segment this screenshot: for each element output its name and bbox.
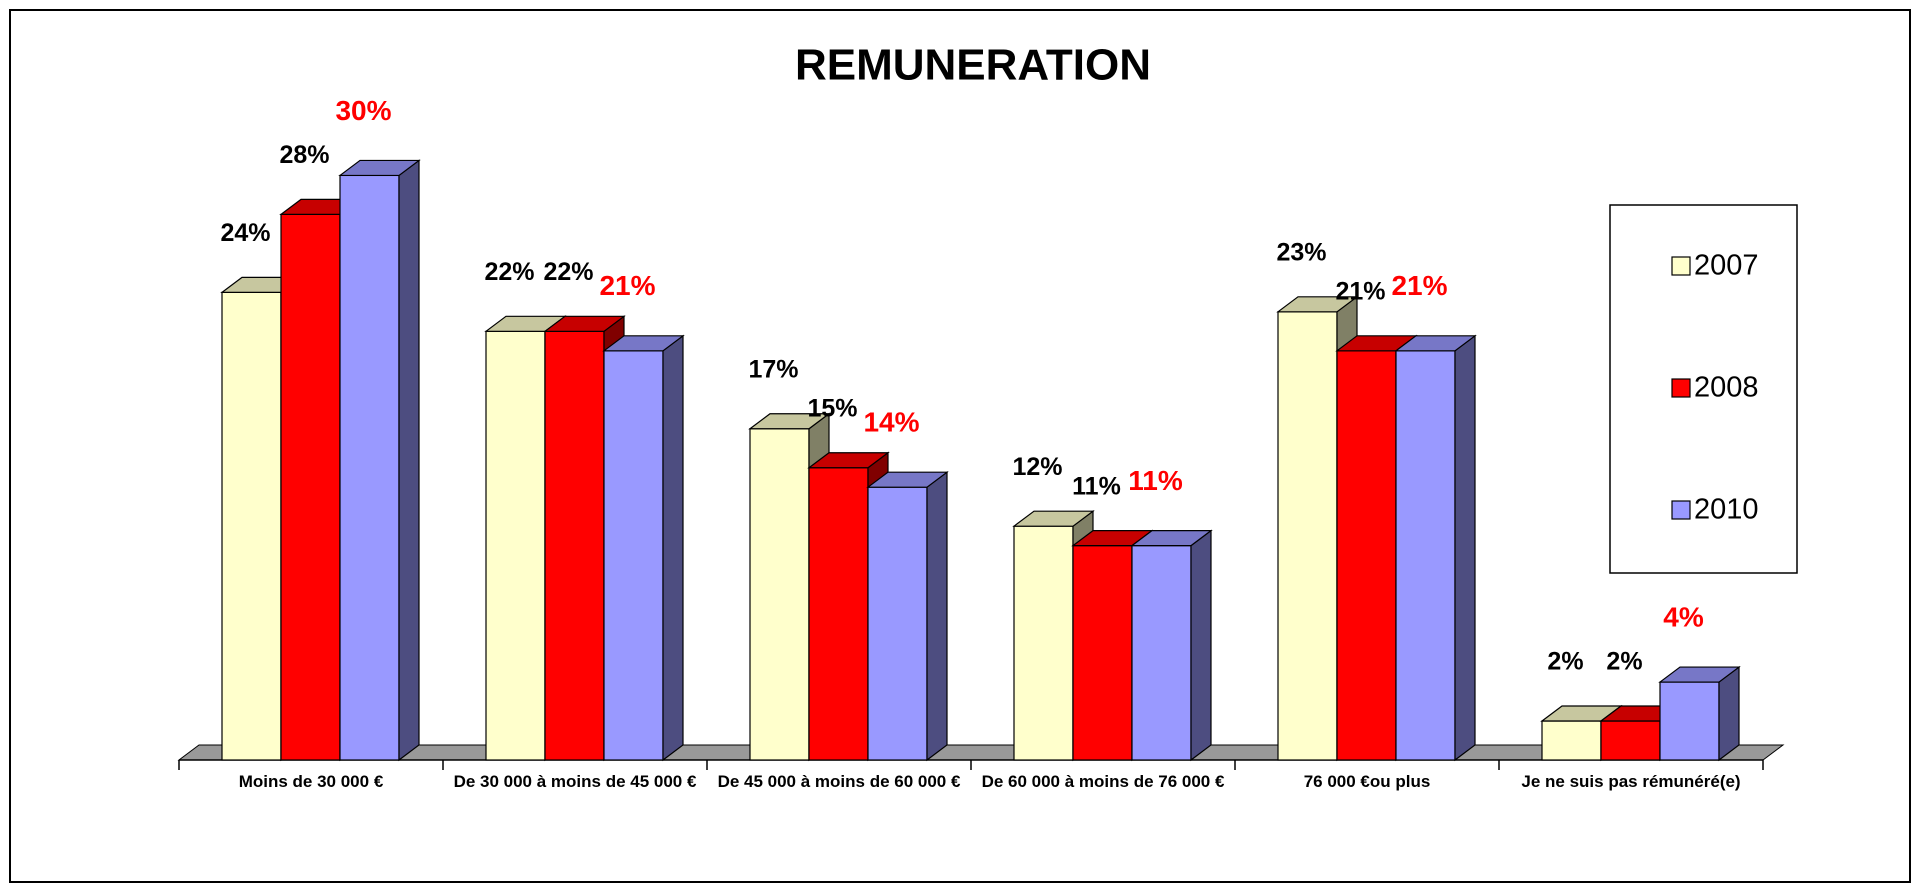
- legend-label: 2010: [1694, 494, 1759, 526]
- legend-label: 2008: [1694, 372, 1759, 404]
- bar-front: [485, 330, 546, 761]
- bar-front: [1659, 681, 1720, 761]
- bar-front: [1013, 525, 1074, 761]
- bar: [602, 334, 685, 762]
- bar-side: [1718, 665, 1740, 762]
- bar-front: [1131, 545, 1192, 761]
- bar-front: [221, 291, 282, 761]
- bar: [866, 471, 949, 762]
- x-tick-label: De 30 000 à moins de 45 000 €: [453, 772, 697, 791]
- bar-top: [807, 452, 890, 469]
- chart-title: REMUNERATION: [795, 41, 1151, 90]
- bar-front: [339, 174, 400, 761]
- legend-label: 2007: [1694, 250, 1759, 282]
- bar-front: [749, 428, 810, 761]
- bar-side: [926, 471, 948, 762]
- data-label: 12%: [1012, 453, 1062, 481]
- data-label: 15%: [807, 394, 857, 422]
- x-tick-label: De 45 000 à moins de 60 000 €: [717, 772, 961, 791]
- bar-front: [867, 486, 928, 761]
- data-label: 2%: [1547, 648, 1583, 676]
- bar-top: [1012, 510, 1095, 527]
- bar-side: [1454, 334, 1476, 762]
- bar-front: [1600, 720, 1661, 761]
- bar-side: [662, 334, 684, 762]
- bar-top: [602, 335, 685, 352]
- data-label: 24%: [220, 219, 270, 247]
- data-label: 22%: [543, 258, 593, 286]
- data-label: 4%: [1663, 601, 1704, 632]
- x-tick-label-box: De 45 000 à moins de 60 000 €: [717, 772, 961, 791]
- x-tick-label: Moins de 30 000 €: [238, 772, 384, 791]
- bar-side: [1190, 529, 1212, 762]
- bar-front: [544, 330, 605, 761]
- data-label: 22%: [484, 258, 534, 286]
- bar-top: [866, 471, 949, 488]
- x-tick-label: De 60 000 à moins de 76 000 €: [981, 772, 1225, 791]
- data-label: 30%: [335, 95, 391, 126]
- x-tick-label-box: 76 000 €ou plus: [1303, 772, 1431, 791]
- bar-front: [280, 213, 341, 761]
- data-label: 28%: [279, 141, 329, 169]
- data-label: 11%: [1072, 472, 1121, 500]
- x-tick-label-box: De 30 000 à moins de 45 000 €: [453, 772, 697, 791]
- data-label: 21%: [1391, 270, 1447, 301]
- bar-top: [748, 413, 831, 430]
- data-label: 14%: [863, 407, 919, 438]
- bar-side: [398, 159, 420, 762]
- bar-top: [1394, 335, 1477, 352]
- x-tick-label-box: Moins de 30 000 €: [238, 772, 384, 791]
- bar-top: [1276, 296, 1359, 313]
- bar-top: [1130, 530, 1213, 547]
- bar-front: [808, 467, 869, 761]
- x-tick-label-box: Je ne suis pas rémunéré(e): [1521, 772, 1741, 791]
- bar: [1658, 665, 1741, 762]
- legend-box: [1609, 204, 1798, 574]
- data-label: 23%: [1276, 238, 1326, 266]
- bar-front: [1395, 350, 1456, 761]
- data-label: 21%: [599, 270, 655, 301]
- x-tick-label-box: De 60 000 à moins de 76 000 €: [981, 772, 1225, 791]
- bar-top: [543, 315, 626, 332]
- bar-front: [1277, 311, 1338, 761]
- data-label: 17%: [748, 355, 798, 383]
- data-label: 2%: [1606, 648, 1642, 676]
- legend-swatch: [1671, 500, 1691, 520]
- bar-front: [1072, 545, 1133, 761]
- x-tick-label: 76 000 €ou plus: [1303, 772, 1431, 791]
- legend-swatch: [1671, 378, 1691, 398]
- bar: [1130, 529, 1213, 762]
- bar-front: [1336, 350, 1397, 761]
- bar-front: [1541, 720, 1602, 761]
- bar-front: [603, 350, 664, 761]
- bar-top: [1658, 666, 1741, 683]
- bar-top: [338, 159, 421, 177]
- x-tick-label: Je ne suis pas rémunéré(e): [1521, 772, 1741, 791]
- bar: [1394, 334, 1477, 762]
- data-label: 21%: [1335, 277, 1385, 305]
- bar: [338, 159, 421, 762]
- data-label: 11%: [1128, 465, 1183, 496]
- legend-swatch: [1671, 256, 1691, 276]
